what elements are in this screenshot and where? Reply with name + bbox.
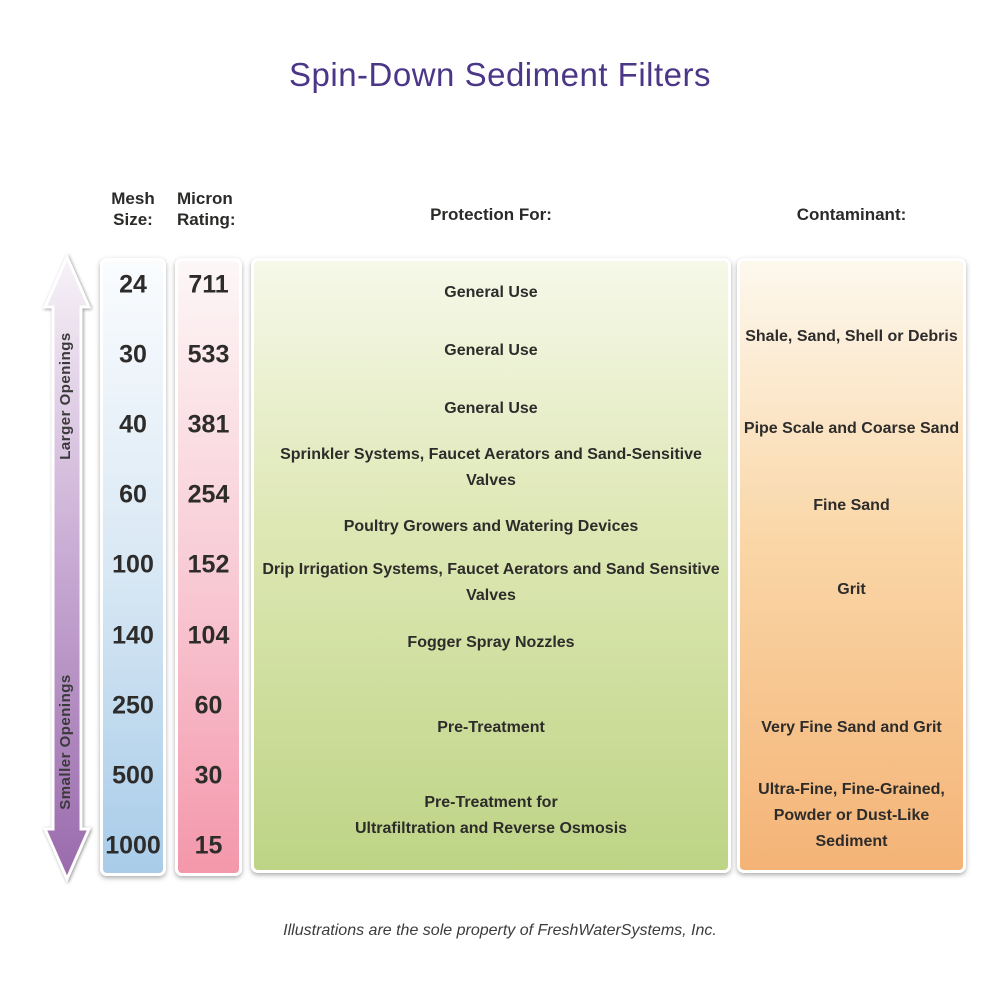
mesh-size-value: 140 bbox=[112, 621, 154, 650]
larger-openings-label: Larger Openings bbox=[57, 332, 74, 460]
header-mesh-size: Mesh Size: bbox=[111, 189, 155, 229]
header-contaminant: Contaminant: bbox=[796, 205, 907, 224]
micron-rating-value: 152 bbox=[187, 550, 230, 579]
protection-item: Fogger Spray Nozzles bbox=[407, 634, 575, 651]
header-protection-for: Protection For: bbox=[430, 205, 552, 224]
mesh-size-column: 24 30 40 60 100 140 250 500 1000 bbox=[100, 258, 166, 876]
protection-item: General Use bbox=[444, 284, 538, 301]
contaminant-item: Shale, Sand, Shell or Debris bbox=[745, 328, 958, 345]
protection-item: General Use bbox=[444, 400, 538, 417]
micron-rating-value: 104 bbox=[187, 621, 230, 650]
page-title: Spin-Down Sediment Filters bbox=[289, 56, 711, 93]
protection-item: Pre-Treatment bbox=[437, 719, 545, 736]
contaminant-item: Grit bbox=[837, 581, 866, 598]
protection-item: Drip Irrigation Systems, Faucet Aerators… bbox=[262, 561, 720, 604]
contaminant-item: Very Fine Sand and Grit bbox=[761, 719, 942, 736]
micron-rating-value: 15 bbox=[194, 831, 223, 860]
mesh-size-value: 100 bbox=[112, 550, 154, 579]
micron-rating-column: 711 533 381 254 152 104 60 30 15 bbox=[175, 258, 242, 876]
contaminant-item: Ultra-Fine, Fine-Grained, Powder or Dust… bbox=[758, 781, 945, 850]
mesh-size-value: 60 bbox=[119, 480, 147, 509]
protection-item: Pre-Treatment for Ultrafiltration and Re… bbox=[354, 794, 628, 837]
mesh-size-value: 1000 bbox=[105, 831, 161, 860]
micron-rating-value: 711 bbox=[188, 270, 229, 299]
smaller-openings-label: Smaller Openings bbox=[57, 674, 74, 810]
mesh-size-value: 24 bbox=[119, 270, 147, 299]
mesh-size-value: 500 bbox=[112, 761, 154, 790]
micron-rating-value: 60 bbox=[194, 691, 223, 720]
mesh-size-value: 30 bbox=[119, 340, 147, 369]
contaminant-column: Shale, Sand, Shell or Debris Pipe Scale … bbox=[737, 258, 966, 873]
protection-item: Sprinkler Systems, Faucet Aerators and S… bbox=[280, 446, 702, 489]
header-micron-rating: Micron Rating: bbox=[177, 189, 236, 229]
mesh-size-value: 250 bbox=[112, 691, 154, 720]
double-arrow-icon bbox=[42, 254, 92, 882]
protection-item: General Use bbox=[444, 342, 538, 359]
contaminant-item: Pipe Scale and Coarse Sand bbox=[743, 420, 960, 437]
contaminant-item: Fine Sand bbox=[813, 497, 890, 514]
micron-rating-value: 381 bbox=[187, 410, 230, 439]
protection-item: Poultry Growers and Watering Devices bbox=[343, 518, 639, 535]
micron-rating-value: 533 bbox=[187, 340, 230, 369]
micron-rating-value: 30 bbox=[194, 761, 223, 790]
copyright-note: Illustrations are the sole property of F… bbox=[283, 922, 717, 939]
mesh-size-value: 40 bbox=[119, 410, 147, 439]
micron-rating-value: 254 bbox=[187, 480, 230, 509]
protection-for-column: General Use General Use General Use Spri… bbox=[251, 258, 731, 873]
